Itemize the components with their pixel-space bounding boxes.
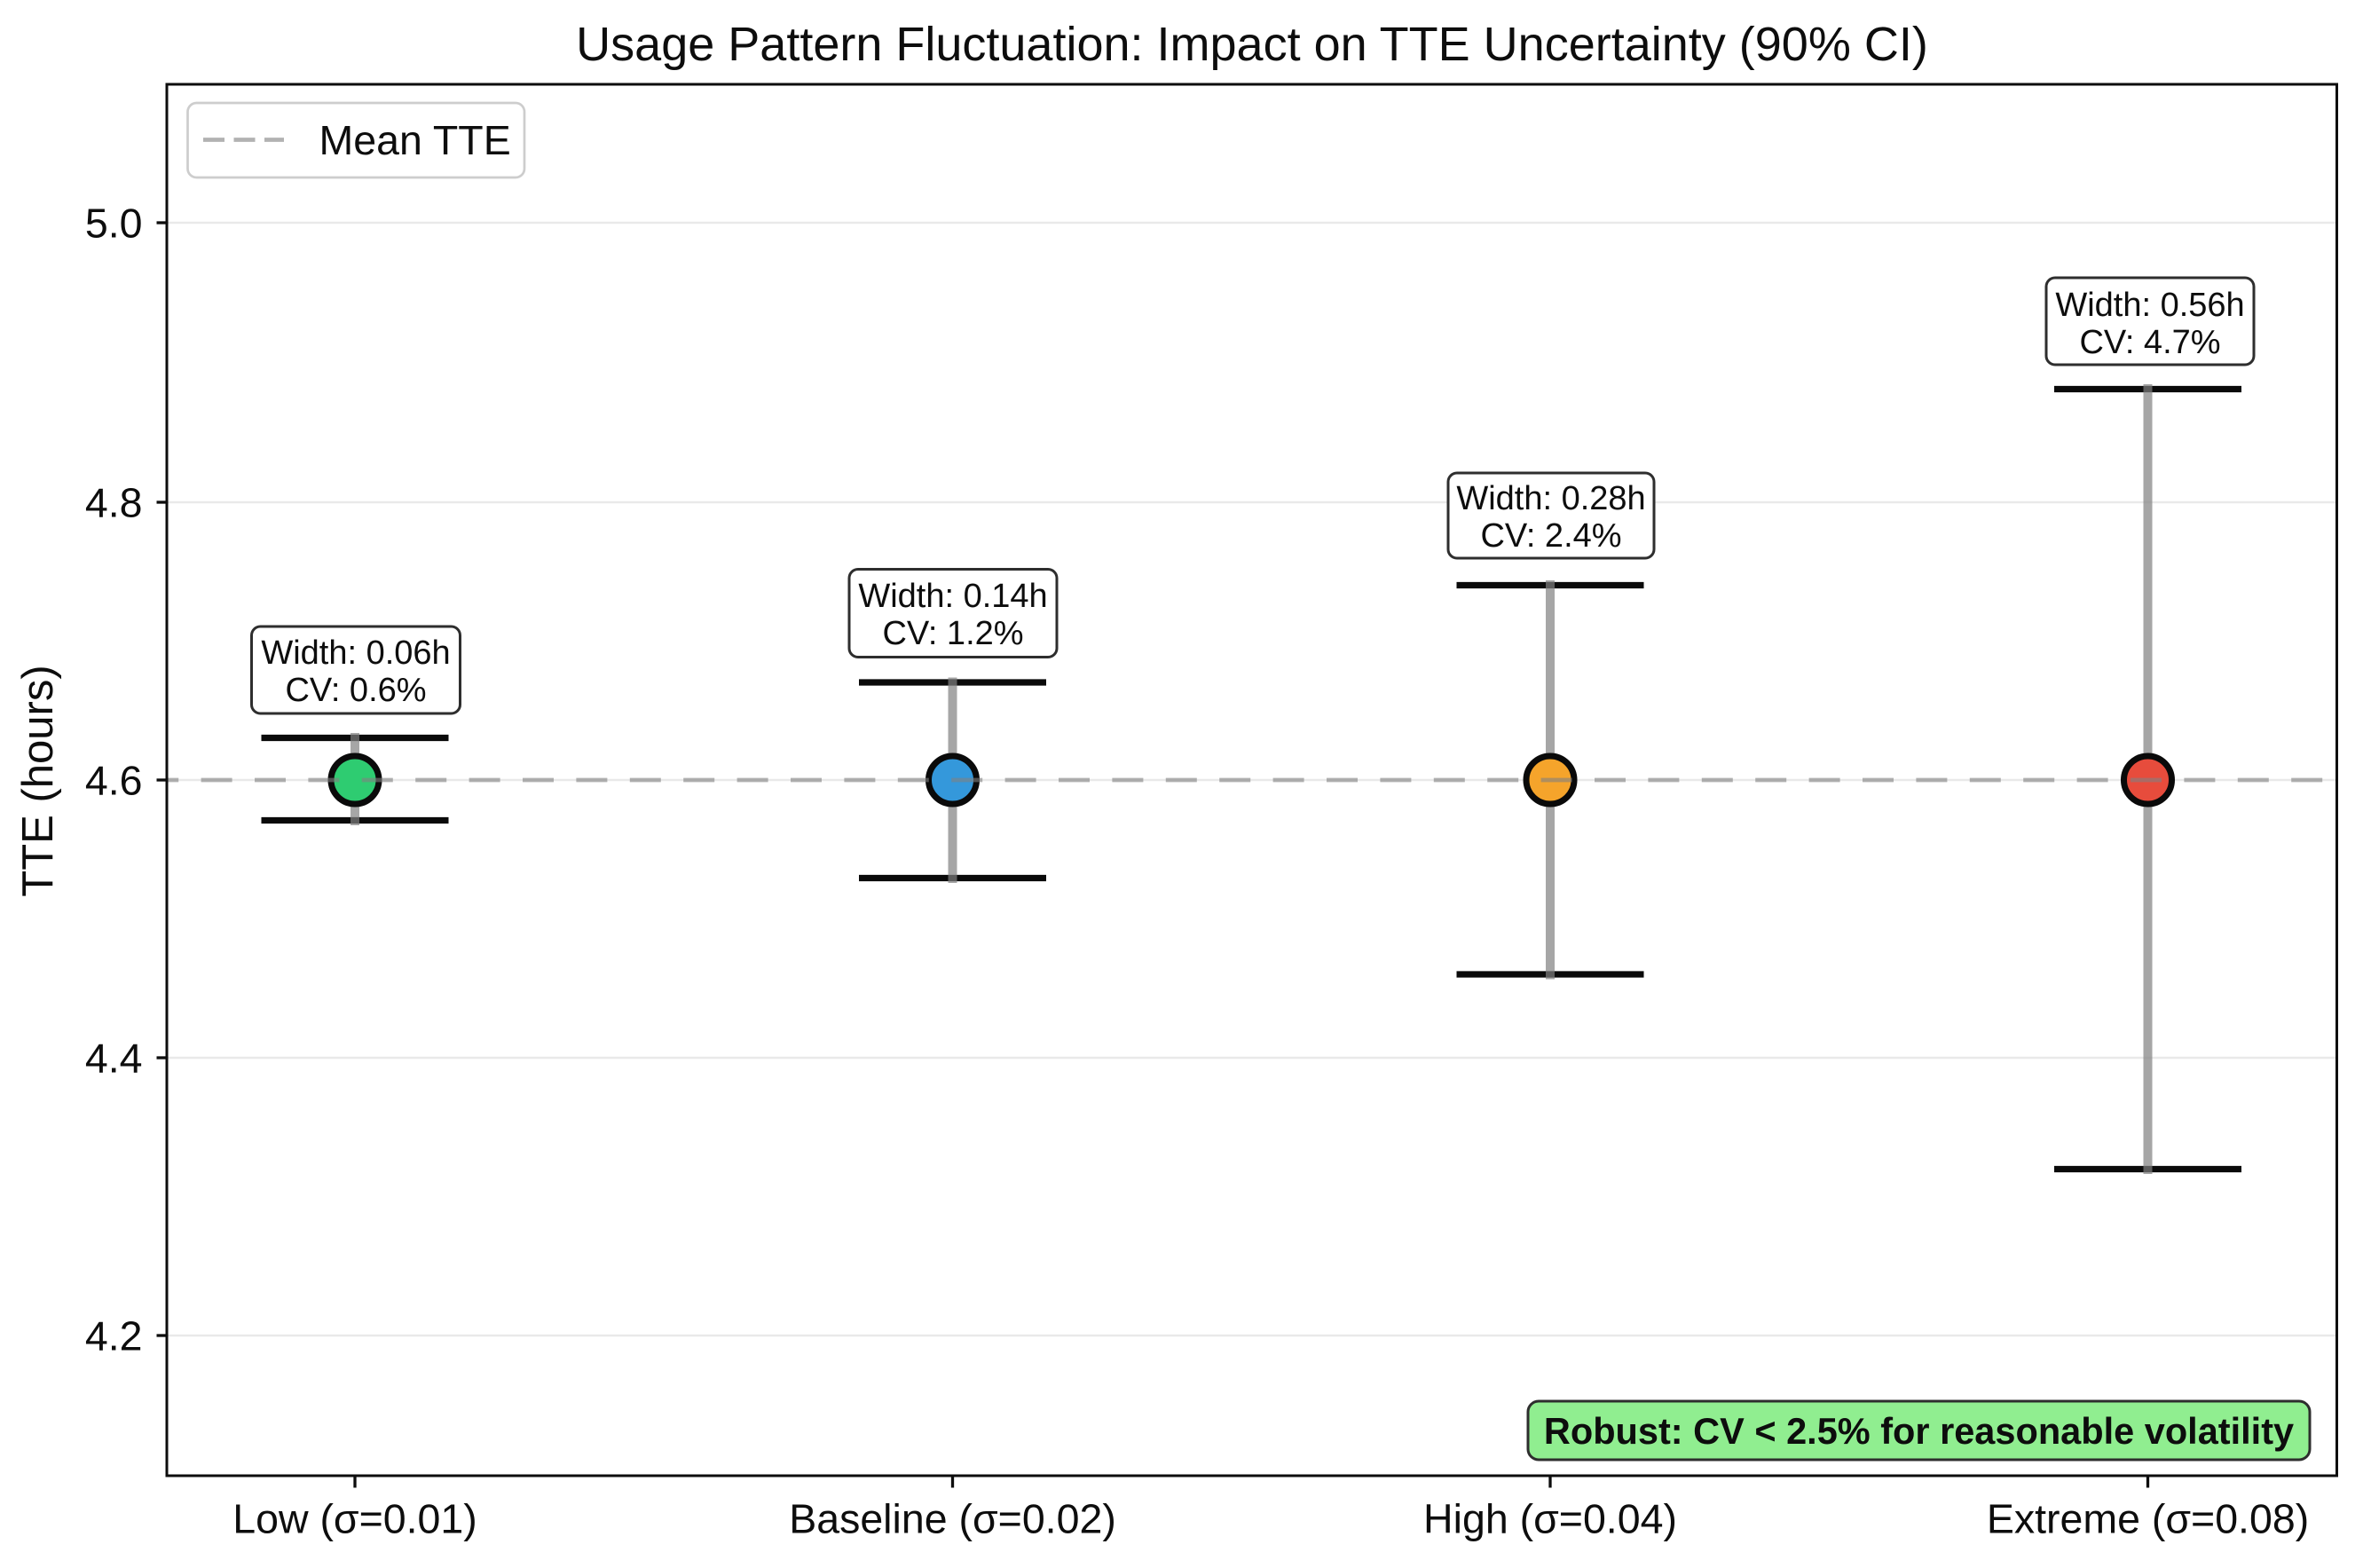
svg-text:Width: 0.14h: Width: 0.14h bbox=[858, 578, 1047, 615]
svg-text:TTE (hours): TTE (hours) bbox=[14, 665, 62, 896]
svg-text:CV: 0.6%: CV: 0.6% bbox=[285, 672, 426, 709]
svg-text:4.8: 4.8 bbox=[85, 480, 143, 526]
svg-text:4.4: 4.4 bbox=[85, 1036, 143, 1082]
svg-text:5.0: 5.0 bbox=[85, 201, 143, 247]
svg-text:Mean TTE: Mean TTE bbox=[319, 117, 511, 163]
svg-text:High (σ=0.04): High (σ=0.04) bbox=[1423, 1496, 1677, 1542]
svg-text:CV: 2.4%: CV: 2.4% bbox=[1480, 517, 1621, 555]
svg-text:Width: 0.28h: Width: 0.28h bbox=[1456, 480, 1645, 517]
svg-text:Extreme (σ=0.08): Extreme (σ=0.08) bbox=[1987, 1496, 2309, 1542]
svg-text:4.6: 4.6 bbox=[85, 758, 143, 804]
svg-text:Width: 0.56h: Width: 0.56h bbox=[2055, 287, 2244, 324]
svg-text:4.2: 4.2 bbox=[85, 1313, 143, 1359]
svg-text:Baseline (σ=0.02): Baseline (σ=0.02) bbox=[789, 1496, 1116, 1542]
svg-text:CV: 4.7%: CV: 4.7% bbox=[2079, 324, 2220, 361]
svg-text:Robust: CV < 2.5% for reasonab: Robust: CV < 2.5% for reasonable volatil… bbox=[1544, 1410, 2294, 1452]
svg-text:Width: 0.06h: Width: 0.06h bbox=[261, 634, 450, 672]
svg-text:CV: 1.2%: CV: 1.2% bbox=[882, 615, 1023, 652]
svg-text:Usage Pattern Fluctuation: Imp: Usage Pattern Fluctuation: Impact on TTE… bbox=[576, 18, 1928, 71]
svg-text:Low (σ=0.01): Low (σ=0.01) bbox=[232, 1496, 477, 1542]
